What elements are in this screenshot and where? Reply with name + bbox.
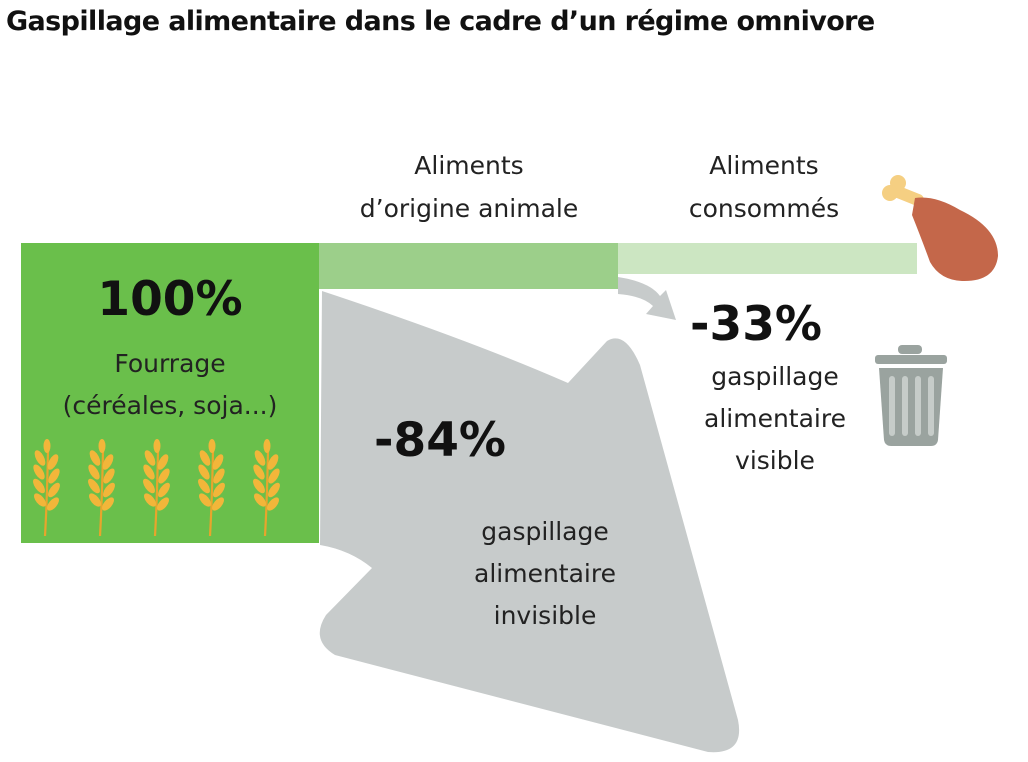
visible-waste-label: gaspillage alimentaire visible: [660, 356, 890, 482]
animal-food-label-line2: d’origine animale: [359, 194, 579, 223]
visible-waste-arrow: [618, 277, 676, 320]
fodder-label: Fourrage (céréales, soja...): [21, 343, 319, 427]
fodder-label-line2: (céréales, soja...): [62, 391, 278, 420]
chicken-leg-icon: [882, 175, 998, 282]
page-title: Gaspillage alimentaire dans le cadre d’u…: [6, 6, 875, 37]
animal-food-label-line1: Aliments: [414, 151, 524, 180]
invisible-waste-flow: [319, 291, 740, 753]
fodder-percent: 100%: [97, 272, 243, 327]
invisible-waste-label: gaspillage alimentaire invisible: [430, 511, 660, 637]
consumed-food-band: [618, 243, 917, 274]
consumed-food-label: Aliments consommés: [624, 144, 904, 230]
visible-waste-percent: -33%: [689, 297, 822, 352]
consumed-food-label-line2: consommés: [688, 194, 840, 223]
invisible-waste-label-line1: gaspillage: [481, 517, 609, 546]
fodder-label-line1: Fourrage: [114, 349, 226, 378]
trash-can-icon: [875, 345, 947, 446]
animal-food-band: [319, 243, 618, 289]
visible-waste-label-line2: alimentaire: [704, 404, 846, 433]
consumed-food-label-line1: Aliments: [709, 151, 819, 180]
visible-waste-label-line1: gaspillage: [711, 362, 839, 391]
invisible-waste-percent: -84%: [373, 413, 506, 468]
invisible-waste-label-line2: alimentaire: [474, 559, 616, 588]
visible-waste-label-line3: visible: [735, 446, 815, 475]
animal-food-label: Aliments d’origine animale: [329, 144, 609, 230]
invisible-waste-label-line3: invisible: [493, 601, 597, 630]
